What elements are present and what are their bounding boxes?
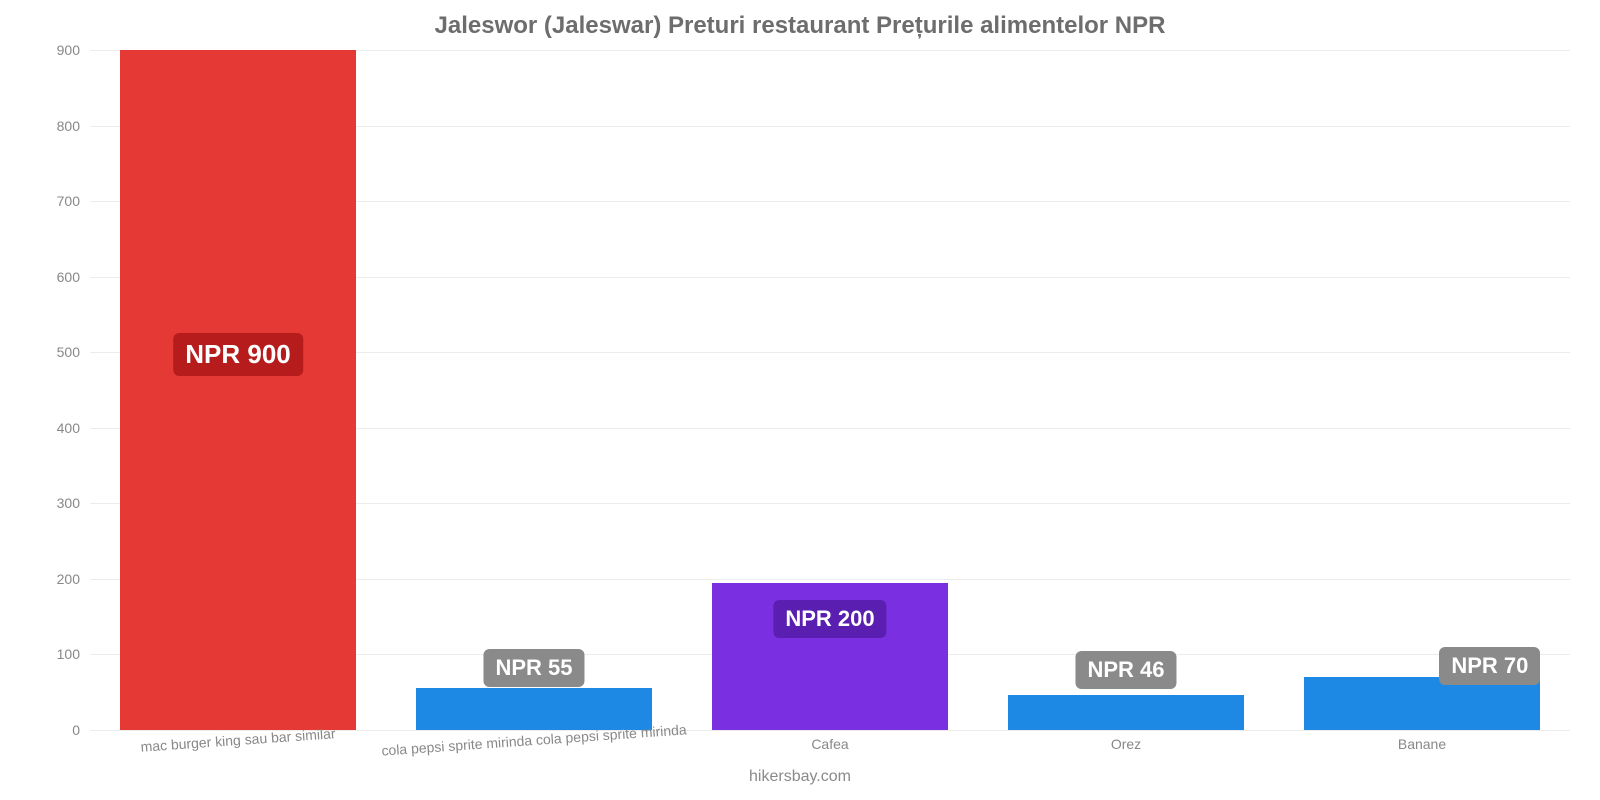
y-tick-label: 200 [57,571,90,587]
value-badge: NPR 70 [1439,647,1540,685]
chart-container: Jaleswor (Jaleswar) Preturi restaurant P… [0,0,1600,800]
y-tick-label: 600 [57,269,90,285]
bar [120,50,357,730]
plot-area: 0100200300400500600700800900mac burger k… [90,50,1570,730]
value-badge: NPR 46 [1075,651,1176,689]
chart-title: Jaleswor (Jaleswar) Preturi restaurant P… [0,0,1600,40]
value-badge: NPR 200 [773,600,886,638]
bar [416,688,653,730]
y-tick-label: 700 [57,193,90,209]
y-tick-label: 500 [57,344,90,360]
y-tick-label: 0 [72,722,90,738]
y-tick-label: 400 [57,420,90,436]
x-tick-label: Cafea [811,736,848,752]
value-badge: NPR 900 [173,333,303,376]
y-tick-label: 900 [57,42,90,58]
x-tick-label: Banane [1398,736,1446,752]
y-tick-label: 100 [57,646,90,662]
value-badge: NPR 55 [483,649,584,687]
bar [1008,695,1245,730]
y-tick-label: 300 [57,495,90,511]
chart-footer: hikersbay.com [749,768,851,786]
bar [1304,677,1541,730]
y-tick-label: 800 [57,118,90,134]
x-tick-label: Orez [1111,736,1141,752]
